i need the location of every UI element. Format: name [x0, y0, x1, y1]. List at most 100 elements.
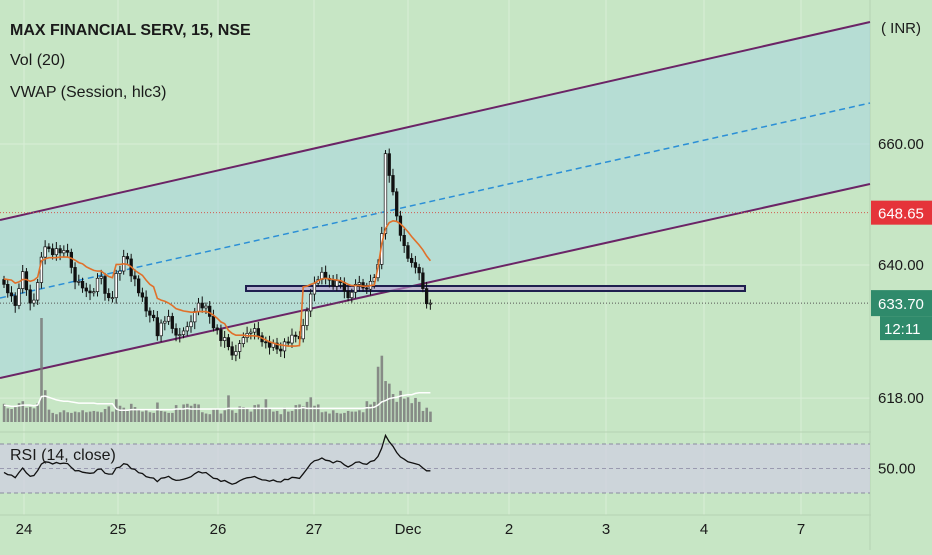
volume-bar: [6, 408, 10, 422]
candle-body: [92, 291, 96, 294]
volume-bar: [417, 401, 421, 422]
candle-body: [219, 329, 223, 341]
volume-bar: [66, 412, 69, 422]
channel-median-line[interactable]: [0, 102, 871, 299]
candle-body: [107, 293, 111, 299]
volume-bar: [380, 355, 384, 422]
volume-bar: [294, 405, 298, 422]
rsi-indicator-label: RSI (14, close): [10, 447, 116, 464]
volume-bar: [115, 399, 118, 422]
candle-body: [80, 280, 85, 289]
volume-bar: [279, 414, 283, 422]
candle-body: [185, 326, 189, 332]
volume-bar: [88, 411, 92, 422]
volume-bar: [358, 410, 361, 422]
rectangle-drawing[interactable]: [245, 285, 746, 292]
candle-body: [323, 271, 328, 279]
candle-body: [88, 290, 92, 294]
candle-body: [234, 351, 238, 356]
volume-bar: [208, 414, 212, 422]
candle-body: [428, 302, 433, 305]
candle-body: [77, 280, 81, 283]
countdown-badge: [880, 316, 932, 341]
time-tick-label: 7: [797, 521, 805, 538]
candle-body: [170, 316, 174, 329]
volume-bar: [129, 403, 133, 422]
volume-bar: [40, 318, 43, 422]
volume-bar: [305, 401, 309, 422]
volume-bar: [156, 402, 159, 422]
candle-body: [226, 337, 231, 348]
candle-body: [305, 310, 309, 326]
candle-body: [163, 320, 167, 324]
volume-bar: [96, 411, 99, 422]
candle-body: [54, 248, 59, 256]
vwap-line: [3, 219, 432, 347]
volume-bar: [32, 408, 36, 422]
candle-body: [395, 191, 399, 217]
volume-bar: [376, 366, 380, 422]
last-price-label: 633.70: [878, 296, 924, 313]
volume-bar: [148, 412, 152, 422]
volume-bar: [182, 404, 185, 422]
candle-body: [84, 287, 88, 292]
candle-body: [294, 334, 298, 337]
candle-body: [155, 317, 159, 337]
volume-bar: [410, 403, 414, 422]
volume-indicator-label: Vol (20): [10, 52, 66, 69]
volume-bar: [421, 410, 425, 422]
volume-bar: [141, 411, 144, 422]
volume-bar: [343, 412, 346, 422]
volume-bar: [335, 412, 339, 422]
candle-body: [118, 270, 122, 274]
volume-bar: [204, 413, 208, 422]
candle-body: [346, 290, 350, 299]
channel-upper-line[interactable]: [0, 21, 871, 221]
candle-body: [189, 321, 193, 328]
candle-body: [58, 248, 62, 254]
volume-bar: [339, 413, 342, 422]
candle-body: [148, 310, 152, 316]
candle-body: [365, 287, 369, 290]
volume-bar: [159, 410, 163, 422]
volume-bar: [51, 412, 55, 422]
volume-bar: [25, 407, 28, 422]
time-tick-label: 24: [16, 521, 33, 538]
volume-bar: [73, 411, 77, 422]
candle-body: [312, 282, 317, 295]
channel-lower-line[interactable]: [0, 183, 871, 379]
volume-bar: [350, 411, 354, 422]
time-tick-label: 26: [210, 521, 227, 538]
candle-body: [391, 175, 395, 193]
volume-bar: [302, 406, 305, 422]
volume-bar: [186, 403, 189, 422]
volume-bar: [354, 411, 357, 422]
volume-bar: [283, 407, 286, 422]
volume-bar: [399, 390, 402, 422]
candle-body: [133, 275, 137, 280]
candle-body: [166, 316, 171, 322]
candle-body: [252, 328, 257, 333]
candle-body: [50, 248, 55, 256]
volume-bar: [10, 409, 13, 422]
candle-body: [159, 322, 163, 337]
volume-bar: [313, 405, 316, 422]
price-tick-label: 618.00: [878, 390, 924, 407]
volume-bar: [17, 403, 21, 422]
candle-body: [178, 334, 182, 336]
rsi-tick-label: 50.00: [878, 461, 916, 478]
volume-bar: [268, 409, 271, 422]
candle-body: [406, 245, 410, 259]
last-price-badge: [871, 290, 932, 317]
volume-bar: [111, 411, 114, 422]
candle-body: [193, 311, 197, 323]
candle-body: [417, 267, 421, 274]
time-tick-label: 3: [602, 521, 610, 538]
volume-bar: [85, 412, 88, 422]
candle-body: [353, 284, 358, 293]
candle-body: [256, 328, 260, 337]
volume-bar: [328, 413, 331, 422]
currency-label[interactable]: ( INR): [881, 20, 921, 37]
